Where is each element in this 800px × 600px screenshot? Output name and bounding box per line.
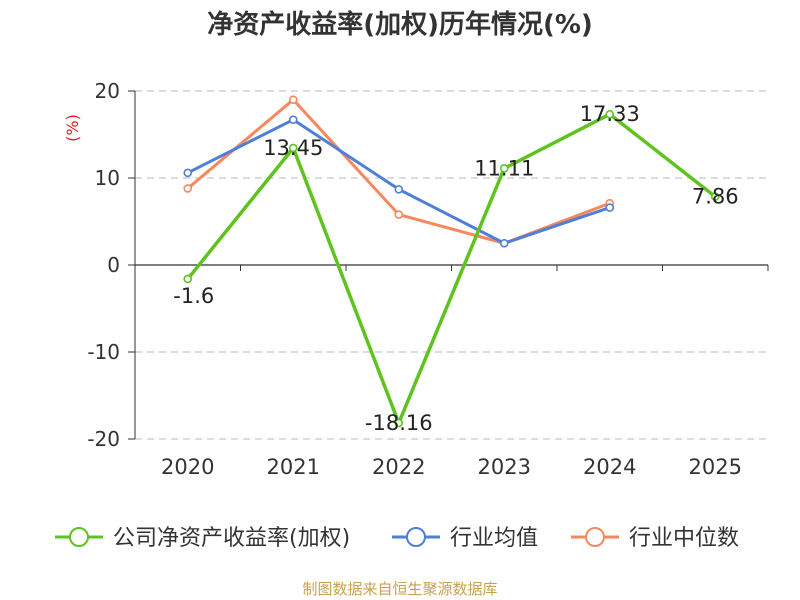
chart-title: 净资产收益率(加权)历年情况(%) <box>207 10 593 40</box>
x-tick-label: 2024 <box>583 455 636 479</box>
data-point <box>288 95 298 104</box>
data-point <box>183 184 193 193</box>
data-label: 11.11 <box>474 156 534 180</box>
series-line <box>186 98 611 245</box>
data-point <box>183 274 193 284</box>
x-tick-label: 2023 <box>478 455 531 479</box>
data-point <box>288 143 298 153</box>
y-tick-label: -20 <box>87 427 120 451</box>
legend-label: 行业中位数 <box>629 526 739 551</box>
x-tick-label: 2021 <box>267 455 320 479</box>
data-point <box>394 210 404 219</box>
data-point <box>499 164 509 173</box>
data-label: -1.6 <box>173 284 214 308</box>
data-point <box>499 238 509 248</box>
y-tick-label: -10 <box>87 340 120 364</box>
data-point <box>710 192 720 201</box>
x-tick-label: 2020 <box>161 455 214 479</box>
data-point <box>394 185 404 194</box>
data-label: 7.86 <box>692 185 739 209</box>
y-axis-label: (%) <box>63 114 82 142</box>
data-label: 13.45 <box>263 136 323 160</box>
data-point <box>394 418 404 428</box>
y-tick-label: 10 <box>95 166 120 190</box>
legend-label: 公司净资产收益率(加权) <box>113 526 350 551</box>
legend-marker <box>69 527 89 547</box>
y-tick-label: 20 <box>95 79 120 103</box>
data-source-note: 制图数据来自恒生聚源数据库 <box>302 580 498 598</box>
x-tick-label: 2025 <box>689 455 742 479</box>
legend-marker <box>406 527 426 547</box>
y-tick-label: 0 <box>107 253 120 277</box>
series-line <box>187 118 611 245</box>
data-point <box>183 168 193 178</box>
data-label: 17.33 <box>580 102 640 126</box>
data-point <box>605 203 615 212</box>
legend-label: 行业均值 <box>450 526 538 551</box>
legend-marker <box>585 527 605 547</box>
data-point <box>288 115 298 125</box>
x-tick-label: 2022 <box>372 455 425 479</box>
data-point <box>605 109 615 119</box>
series-line <box>186 112 717 425</box>
data-label: -18.16 <box>365 411 433 435</box>
